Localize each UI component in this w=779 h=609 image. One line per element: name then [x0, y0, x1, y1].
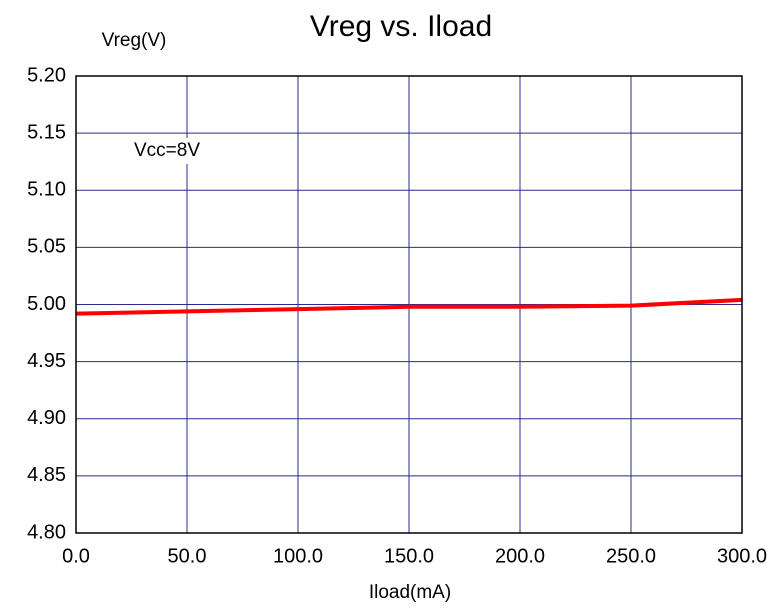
y-tick-label: 5.15	[27, 121, 66, 143]
x-tick-label: 250.0	[606, 545, 656, 567]
y-tick-label: 4.90	[27, 407, 66, 429]
y-tick-label: 4.95	[27, 350, 66, 372]
x-tick-label: 150.0	[384, 545, 434, 567]
x-tick-label: 300.0	[717, 545, 767, 567]
x-axis-label: Iload(mA)	[369, 582, 451, 603]
y-tick-label: 5.20	[27, 64, 66, 86]
lines	[75, 297, 743, 316]
y-tick-label: 5.00	[27, 293, 66, 315]
x-tick-label: 200.0	[495, 545, 545, 567]
y-axis-label: Vreg(V)	[102, 30, 167, 51]
x-tick-label: 0.0	[62, 545, 90, 567]
chart-title: Vreg vs. Iload	[310, 10, 492, 43]
plot-frame	[75, 75, 743, 534]
annotation: Vcc=8V	[134, 140, 200, 161]
x-tick-label: 50.0	[168, 545, 207, 567]
y-tick-label: 5.05	[27, 236, 66, 258]
x-tick-label: 100.0	[273, 545, 323, 567]
annotation-box	[126, 138, 236, 164]
data-line	[75, 297, 743, 316]
y-tick-label: 4.80	[27, 521, 66, 543]
y-tick-label: 5.10	[27, 179, 66, 201]
y-tick-label: 4.85	[27, 464, 66, 486]
